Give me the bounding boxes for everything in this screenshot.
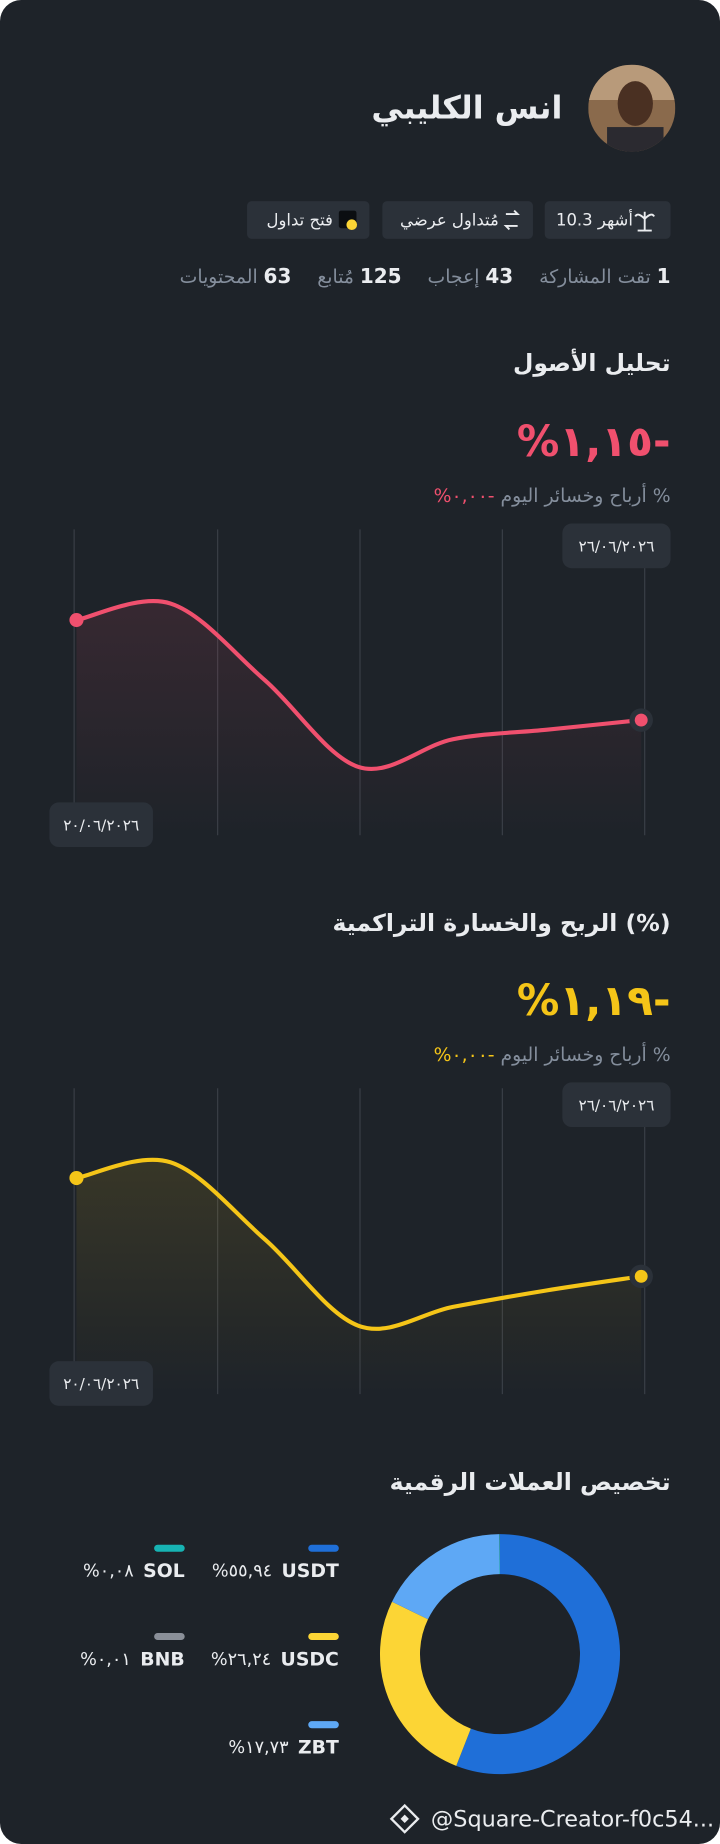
legend-name: USDT <box>282 1561 339 1582</box>
legend-name: USDC <box>281 1649 339 1670</box>
today-value: %٠,٠٠- <box>434 1045 495 1066</box>
date-tag <box>562 1082 671 1128</box>
start-point <box>69 1170 84 1186</box>
legend-value: %٢٦,٢٤ <box>211 1650 271 1670</box>
start-point <box>69 612 84 628</box>
legend-swatch <box>308 1721 339 1729</box>
legend-name: ZBT <box>298 1738 339 1759</box>
legend-swatch <box>308 1632 339 1640</box>
donut-segment <box>456 1534 620 1775</box>
legend-value: %٥٥,٩٤ <box>212 1562 272 1582</box>
legend-swatch <box>308 1544 339 1552</box>
tenure-icon <box>634 211 655 232</box>
stat-label: مُتابع <box>317 267 354 288</box>
area <box>76 601 642 836</box>
today-value: %٠,٠٠- <box>434 486 495 507</box>
headline-change: %١,١٥- <box>517 417 671 466</box>
user-name: انس الكليبي <box>371 90 562 126</box>
legend-name: SOL <box>143 1561 185 1582</box>
section-title: تخصيص العملات الرقمية <box>390 1468 671 1496</box>
tag[interactable]: مُتداول عرضي <box>400 211 499 231</box>
today-label: أرباح وخسائر اليوم % <box>500 483 670 507</box>
stat-value: 63 <box>264 264 292 288</box>
legend-name: BNB <box>140 1649 184 1670</box>
line <box>74 1157 644 1331</box>
headline-change: %١,١٩- <box>517 976 671 1025</box>
legend-value: %٠,٠١ <box>80 1650 131 1670</box>
donut-segment <box>392 1534 501 1620</box>
end-point <box>634 713 648 727</box>
end-date: ٢٦/٠٦/٢٠٢٦ <box>578 538 654 556</box>
trader-icon <box>503 209 520 231</box>
tag-box <box>382 201 533 239</box>
tag-box[interactable] <box>247 201 370 239</box>
trade-icon-badge <box>346 219 358 230</box>
date-tag <box>49 802 153 848</box>
tag: 10.3 أشهر <box>556 209 633 231</box>
start-date: ٢٠/٠٦/٢٠٢٦ <box>63 1375 139 1393</box>
area <box>76 1159 642 1395</box>
stat-value: 43 <box>485 264 513 288</box>
today-label: أرباح وخسائر اليوم % <box>500 1042 670 1066</box>
donut-segment <box>380 1601 472 1766</box>
footer-handle: @Square-Creator-f0c54... <box>431 1806 714 1832</box>
date-tag <box>49 1361 153 1406</box>
stat-value: 1 <box>657 264 671 288</box>
legend-swatch <box>154 1544 185 1552</box>
legend-value: %١٧,٧٣ <box>228 1738 288 1758</box>
date-tag <box>562 523 671 569</box>
stat-label: المحتويات <box>180 267 258 288</box>
section-title: تحليل الأصول <box>513 348 671 377</box>
stat-value: 125 <box>360 264 402 288</box>
tag[interactable]: فتح تداول <box>267 211 333 231</box>
end-date: ٢٦/٠٦/٢٠٢٦ <box>578 1096 654 1114</box>
tag-box <box>544 201 671 239</box>
start-date: ٢٠/٠٦/٢٠٢٦ <box>63 816 139 834</box>
line <box>74 599 644 771</box>
avatar[interactable] <box>588 64 676 156</box>
stat-label: إعجاب <box>427 267 479 289</box>
end-point <box>634 1269 648 1283</box>
legend-value: %٠,٠٨ <box>83 1562 134 1582</box>
stat-label: تقت المشاركة <box>539 267 651 288</box>
section-title: الربح والخسارة التراكمية (%) <box>333 909 671 937</box>
legend-swatch <box>154 1632 185 1640</box>
